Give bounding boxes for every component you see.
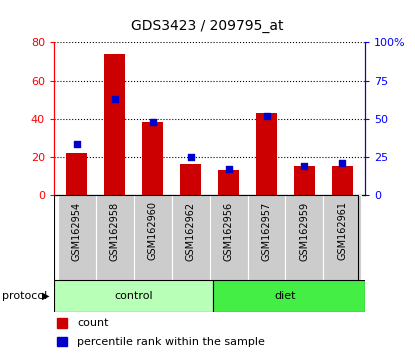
Bar [172,195,210,280]
Bar [323,195,361,280]
Point [263,113,270,118]
Text: GSM162960: GSM162960 [148,201,158,261]
Bar [256,113,277,195]
Bar [104,54,125,195]
Bar [247,195,286,280]
Point [339,160,346,166]
Point [225,166,232,172]
Point [73,142,80,147]
Point [111,96,118,102]
Bar [213,280,365,312]
Bar [286,195,323,280]
Text: GSM162957: GSM162957 [261,201,271,261]
Bar [218,170,239,195]
Text: GSM162961: GSM162961 [337,201,347,261]
Text: GSM162962: GSM162962 [186,201,195,261]
Bar [294,166,315,195]
Text: protocol: protocol [2,291,47,301]
Point [187,154,194,159]
Bar [58,195,96,280]
Bar [54,280,213,312]
Point [149,119,156,125]
Point [301,163,308,169]
Text: ▶: ▶ [42,291,49,301]
Bar [57,318,67,328]
Bar [57,337,67,346]
Text: control: control [115,291,153,301]
Text: GDS3423 / 209795_at: GDS3423 / 209795_at [131,19,284,34]
Bar [142,122,163,195]
Text: GSM162954: GSM162954 [72,201,82,261]
Bar [180,164,201,195]
Text: diet: diet [275,291,296,301]
Text: count: count [77,318,109,328]
Text: GSM162959: GSM162959 [300,201,310,261]
Bar [96,195,134,280]
Text: GSM162958: GSM162958 [110,201,120,261]
Bar [134,195,172,280]
Text: percentile rank within the sample: percentile rank within the sample [77,337,265,347]
Bar [66,153,87,195]
Text: GSM162956: GSM162956 [224,201,234,261]
Bar [210,195,247,280]
Bar [332,166,353,195]
